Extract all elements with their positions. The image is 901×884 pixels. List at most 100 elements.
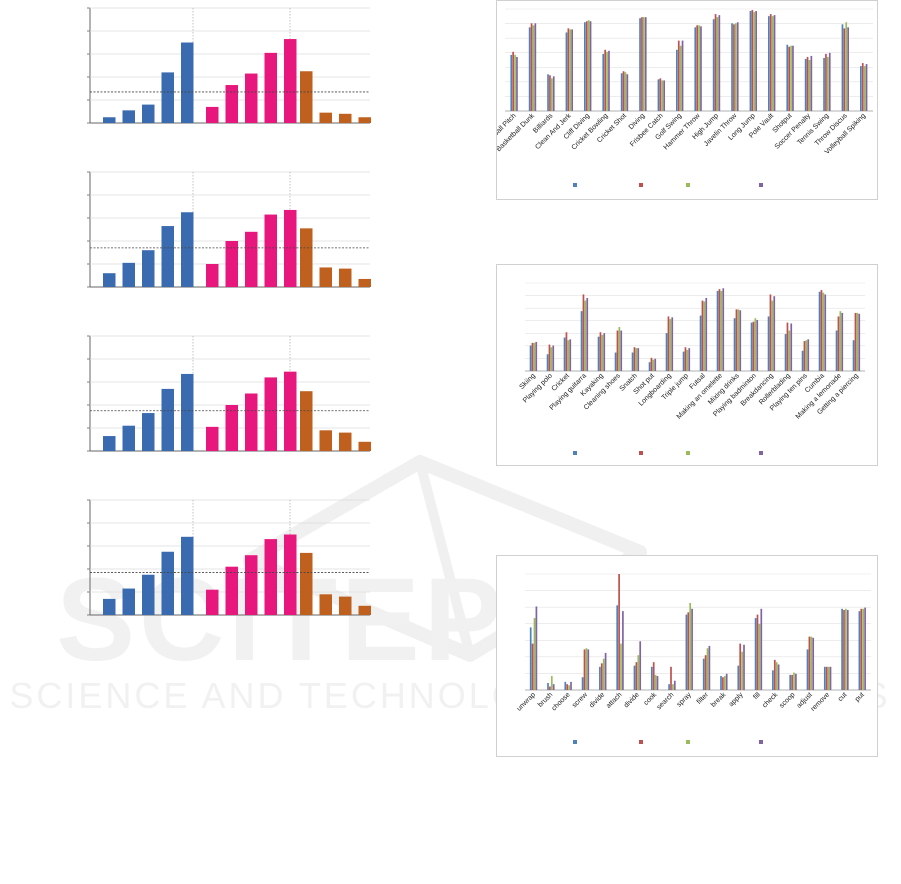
bar-g2-3 (245, 73, 258, 123)
bar-s2-c1 (531, 342, 534, 371)
bar-s1-c11 (702, 658, 705, 690)
bar-s4-c6 (608, 50, 610, 111)
right-chart-3: unwrap brush choose screw divide attach divide… (496, 555, 878, 757)
bar-g3-3 (339, 113, 352, 123)
bar-s1-c10 (685, 614, 688, 690)
bar-s4-c1 (535, 341, 538, 371)
x-tick-label: divide (623, 691, 641, 709)
bar-s2-c5 (585, 21, 588, 112)
bar-s3-c7 (635, 348, 638, 371)
bar-s4-c13 (739, 310, 742, 371)
bar-s4-c4 (587, 649, 590, 690)
bar-g3-2 (319, 430, 332, 451)
bar-s4-c9 (673, 680, 676, 690)
bar-s2-c17 (803, 341, 806, 371)
bar-s4-c20 (864, 607, 866, 690)
bar-s4-c19 (846, 609, 849, 690)
bar-s3-c7 (637, 655, 640, 690)
bar-g2-3 (245, 555, 258, 615)
bar-s1-c2 (546, 354, 549, 371)
bar-s3-c16 (790, 45, 792, 111)
bar-s4-c12 (722, 288, 725, 371)
bar-s4-c2 (552, 345, 555, 371)
bar-s2-c7 (635, 662, 638, 690)
bar-s1-c10 (682, 351, 685, 371)
x-tick-label: divide (588, 691, 606, 709)
bar-s3-c4 (584, 300, 587, 371)
bar-s2-c5 (599, 332, 602, 371)
bar-g3-3 (339, 268, 352, 287)
bar-s4-c10 (681, 40, 684, 112)
bar-s3-c9 (669, 319, 672, 371)
bar-g3-4 (358, 441, 371, 451)
bar-s2-c8 (650, 357, 653, 371)
x-tick-label: search (656, 691, 676, 711)
bar-g2-4 (264, 52, 277, 123)
bar-s4-c10 (691, 608, 693, 690)
bar-s3-c8 (654, 674, 657, 690)
bar-s1-c8 (650, 666, 653, 690)
bar-s1-c13 (731, 23, 733, 112)
legend-swatch-1 (573, 740, 577, 744)
bar-s2-c7 (622, 71, 625, 111)
x-tick-label: put (854, 691, 866, 703)
bar-s4-c8 (644, 17, 647, 111)
bar-s3-c5 (602, 658, 605, 690)
bar-g1-1 (103, 436, 116, 451)
bar-s3-c15 (771, 16, 774, 111)
bar-s2-c4 (567, 28, 570, 112)
bar-g3-4 (358, 117, 371, 123)
bar-s2-c6 (618, 574, 620, 690)
bar-s1-c1 (529, 627, 532, 690)
bar-s4-c4 (586, 297, 589, 371)
bar-s1-c13 (737, 665, 740, 690)
bar-g3-4 (358, 278, 371, 287)
bar-s3-c13 (735, 23, 737, 112)
bar-s3-c20 (856, 312, 859, 371)
bar-s2-c14 (752, 321, 755, 371)
bar-s4-c1 (516, 56, 518, 111)
x-tick-label: cut (837, 691, 849, 703)
bar-g3-3 (339, 432, 352, 451)
bar-s2-c12 (722, 677, 724, 690)
bar-s4-c2 (534, 23, 537, 112)
bar-s3-c20 (862, 608, 865, 690)
bar-g1-3 (142, 574, 155, 615)
bar-s3-c19 (839, 311, 842, 371)
bar-s2-c1 (531, 643, 534, 690)
legend-swatch-3 (686, 740, 690, 744)
bar-g2-4 (264, 377, 277, 451)
bar-s1-c8 (648, 362, 651, 371)
legend-swatch-2 (639, 451, 643, 455)
bar-s3-c1 (514, 54, 516, 111)
bar-s4-c7 (637, 348, 640, 371)
bar-s2-c18 (825, 53, 827, 111)
bar-s3-c5 (601, 334, 604, 371)
bar-s4-c5 (589, 21, 592, 112)
bar-g3-1 (300, 552, 313, 615)
bar-s4-c11 (708, 645, 711, 690)
bar-s1-c11 (699, 315, 702, 371)
bar-s4-c18 (829, 666, 832, 690)
bar-g1-3 (142, 413, 155, 451)
bar-s1-c16 (786, 44, 789, 112)
bar-s4-c14 (760, 608, 763, 690)
bar-s4-c7 (639, 641, 642, 690)
bar-s3-c11 (706, 648, 709, 690)
bar-s1-c6 (602, 53, 605, 111)
bar-s4-c15 (773, 15, 776, 111)
bar-s3-c12 (720, 290, 723, 371)
bar-s2-c14 (756, 614, 759, 690)
bar-s3-c18 (827, 56, 829, 111)
bar-s2-c15 (769, 294, 772, 371)
bar-s4-c3 (570, 681, 572, 690)
bar-s2-c3 (566, 684, 569, 690)
legend-swatch-4 (759, 451, 763, 455)
bar-g1-4 (161, 388, 174, 451)
bar-s1-c7 (631, 352, 634, 371)
bar-s4-c20 (865, 64, 868, 111)
legend-swatch-1 (573, 451, 577, 455)
bar-s3-c10 (689, 603, 692, 690)
bar-s3-c15 (775, 662, 778, 690)
